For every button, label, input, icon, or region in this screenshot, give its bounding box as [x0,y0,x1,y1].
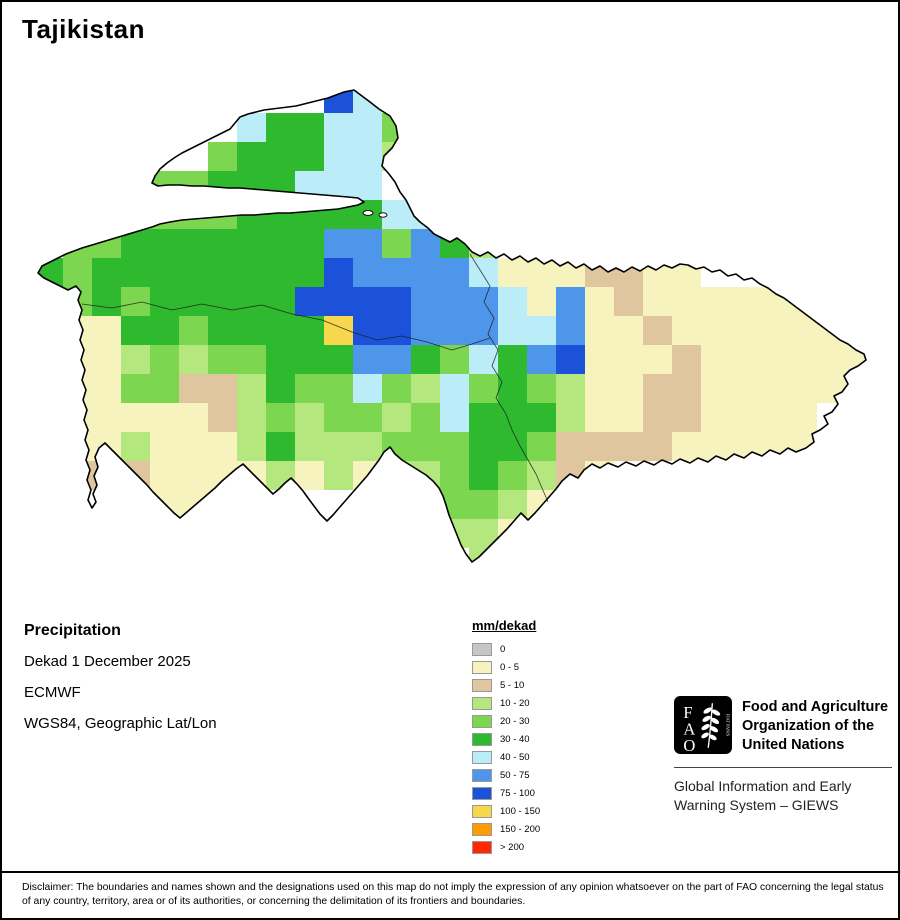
legend-label: 5 - 10 [500,679,525,691]
legend-swatch [472,660,492,674]
legend-label: 150 - 200 [500,823,541,835]
legend-row: 10 - 20 [472,694,540,712]
info-dekad: Dekad 1 December 2025 [24,653,191,670]
admin-boundary-central [81,301,491,351]
legend-swatch [472,768,492,782]
enclave-boundary-mark [362,210,374,216]
legend-swatch [472,840,492,854]
legend-label: 100 - 150 [500,805,541,817]
legend-label: 0 - 5 [500,661,520,673]
legend-row: 0 [472,640,540,658]
info-source: ECMWF [24,684,81,701]
legend-row: 0 - 5 [472,658,540,676]
giews-label: Global Information and Early Warning Sys… [674,777,892,816]
map-info-block: Precipitation Dekad 1 December 2025 ECMW… [24,622,217,746]
legend-row: > 200 [472,838,540,856]
fao-logo-motto: FIAT PANIS [725,714,730,737]
legend-label: 30 - 40 [500,733,530,745]
org-block: F A O FIAT PANIS Food an [674,696,892,816]
legend-row: 40 - 50 [472,748,540,766]
org-name-line: Organization of the [742,717,875,734]
info-projection: WGS84, Geographic Lat/Lon [24,715,217,732]
legend-label: 50 - 75 [500,769,530,781]
legend-swatch [472,804,492,818]
legend-label: > 200 [500,841,525,853]
giews-line: Warning System – GIEWS [674,797,839,814]
legend-rows: 0 0 - 5 5 - 10 10 - 20 20 - 30 30 - 40 40 - 50… [472,640,540,856]
page-title: Tajikistan [22,14,146,44]
org-name-line: Food and Agriculture [742,699,889,715]
legend-swatch [472,642,492,656]
enclave-boundary-mark [378,212,388,218]
info-product: Precipitation [24,622,121,639]
legend-label: 20 - 30 [500,715,530,727]
disclaimer-text: Disclaimer: The boundaries and names sho… [22,882,884,908]
legend-swatch [472,678,492,692]
legend-row: 30 - 40 [472,730,540,748]
legend-label: 40 - 50 [500,751,530,763]
fao-logo-letter: A [683,719,695,738]
fao-logo: F A O FIAT PANIS [674,696,732,754]
legend-row: 20 - 30 [472,712,540,730]
legend-swatch [472,714,492,728]
legend-row: 5 - 10 [472,676,540,694]
legend-swatch [472,822,492,836]
legend-label: 75 - 100 [500,787,535,799]
legend-row: 100 - 150 [472,802,540,820]
legend-swatch [472,786,492,800]
legend-label: 0 [500,643,506,655]
wheat-ear-icon [701,703,721,748]
legend-swatch [472,732,492,746]
fao-logo-letter: O [683,736,695,754]
legend-row: 75 - 100 [472,784,540,802]
org-divider [674,766,892,768]
legend: mm/dekad 0 0 - 5 5 - 10 10 - 20 20 - 30 30 - … [472,618,540,856]
legend-swatch [472,750,492,764]
precipitation-grid-cells [38,90,866,562]
legend-label: 10 - 20 [500,697,530,709]
org-name: Food and Agriculture Organization of the… [742,696,888,755]
org-name-line: United Nations [742,736,845,753]
legend-swatch [472,696,492,710]
admin-boundary-gbao [469,253,549,503]
legend-row: 50 - 75 [472,766,540,784]
country-border [37,89,867,563]
giews-line: Global Information and Early [674,777,852,794]
footer-divider [2,871,898,873]
fao-logo-letter: F [683,703,692,722]
legend-title: mm/dekad [472,618,537,633]
legend-row: 150 - 200 [472,820,540,838]
